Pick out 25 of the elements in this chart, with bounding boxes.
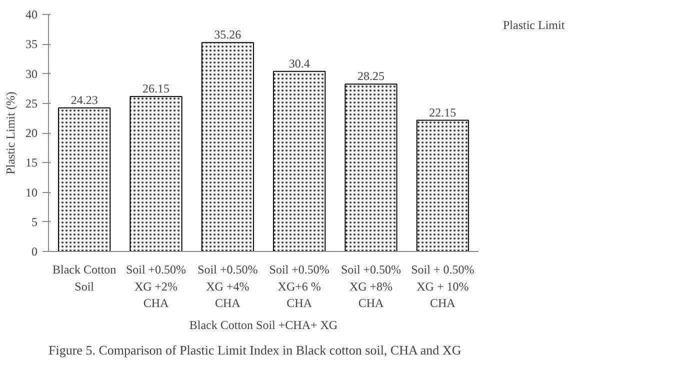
y-tick-label: 25 xyxy=(26,96,38,110)
x-tick-label: Soil +0.50% XG +4% CHA xyxy=(198,262,258,310)
data-label: 30.4 xyxy=(288,56,310,70)
y-tick-label: 0 xyxy=(32,244,38,258)
data-label: 24.23 xyxy=(70,92,98,107)
data-label: 22.15 xyxy=(429,105,456,120)
y-axis-title: Plastic Limit (%) xyxy=(4,92,18,174)
data-label: 26.15 xyxy=(142,82,170,96)
y-tick-label: 35 xyxy=(26,37,38,52)
caption: Figure 5. Comparison of Plastic Limit Index in Black cotton soil, CHA and XG xyxy=(48,342,462,358)
y-tick-label: 20 xyxy=(26,126,38,140)
data-label: 35.26 xyxy=(214,28,242,42)
x-tick-label: Black Cotton Soil xyxy=(52,262,116,294)
x-tick-label: Soil + 0.50% XG + 10% CHA xyxy=(411,262,474,310)
y-tick-label: 5 xyxy=(32,214,38,229)
y-tick-label: 15 xyxy=(26,156,38,170)
x-tick-label: Soil +0.50% XG+6 % CHA xyxy=(269,262,330,310)
y-tick-label: 30 xyxy=(26,66,38,81)
x-axis-title: Black Cotton Soil +CHA+ XG xyxy=(189,318,338,332)
x-tick-label: Soil +0.50% XG +2% CHA xyxy=(126,262,186,310)
text: Plastic Limit xyxy=(503,18,565,33)
y-tick-label: 10 xyxy=(26,185,38,200)
x-tick-label: Soil +0.50% XG +8% CHA xyxy=(340,262,402,310)
data-label: 28.25 xyxy=(358,69,384,84)
y-tick-label: 40 xyxy=(26,8,38,22)
